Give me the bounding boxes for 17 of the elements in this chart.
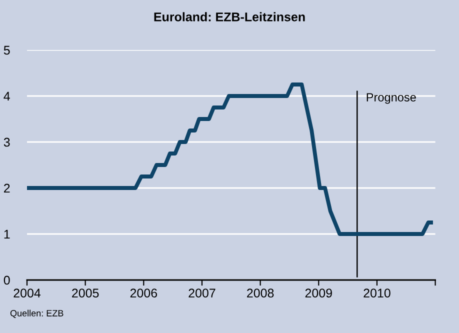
x-tick-label: 2008	[247, 288, 274, 298]
y-tick-label: 3	[4, 138, 10, 147]
x-tick-label: 2006	[130, 288, 158, 298]
ref-line-label: Prognose	[366, 93, 416, 104]
y-tick-label: 5	[4, 46, 10, 55]
x-tick-label: 2005	[72, 288, 99, 298]
y-tick-label: 2	[4, 184, 10, 193]
line-series	[27, 82, 435, 236]
chart-title: Euroland: EZB-Leitzinsen	[154, 12, 305, 22]
x-tick-label: 2009	[305, 288, 332, 298]
y-tick-label: 1	[4, 230, 10, 239]
y-tick-label: 4	[4, 92, 10, 101]
y-tick-label: 0	[4, 276, 10, 285]
x-tick-label: 2007	[188, 288, 216, 298]
source-note: Quellen: EZB	[10, 310, 64, 318]
x-tick-label: 2004	[14, 288, 41, 298]
x-tick-label: 2010	[364, 288, 390, 298]
